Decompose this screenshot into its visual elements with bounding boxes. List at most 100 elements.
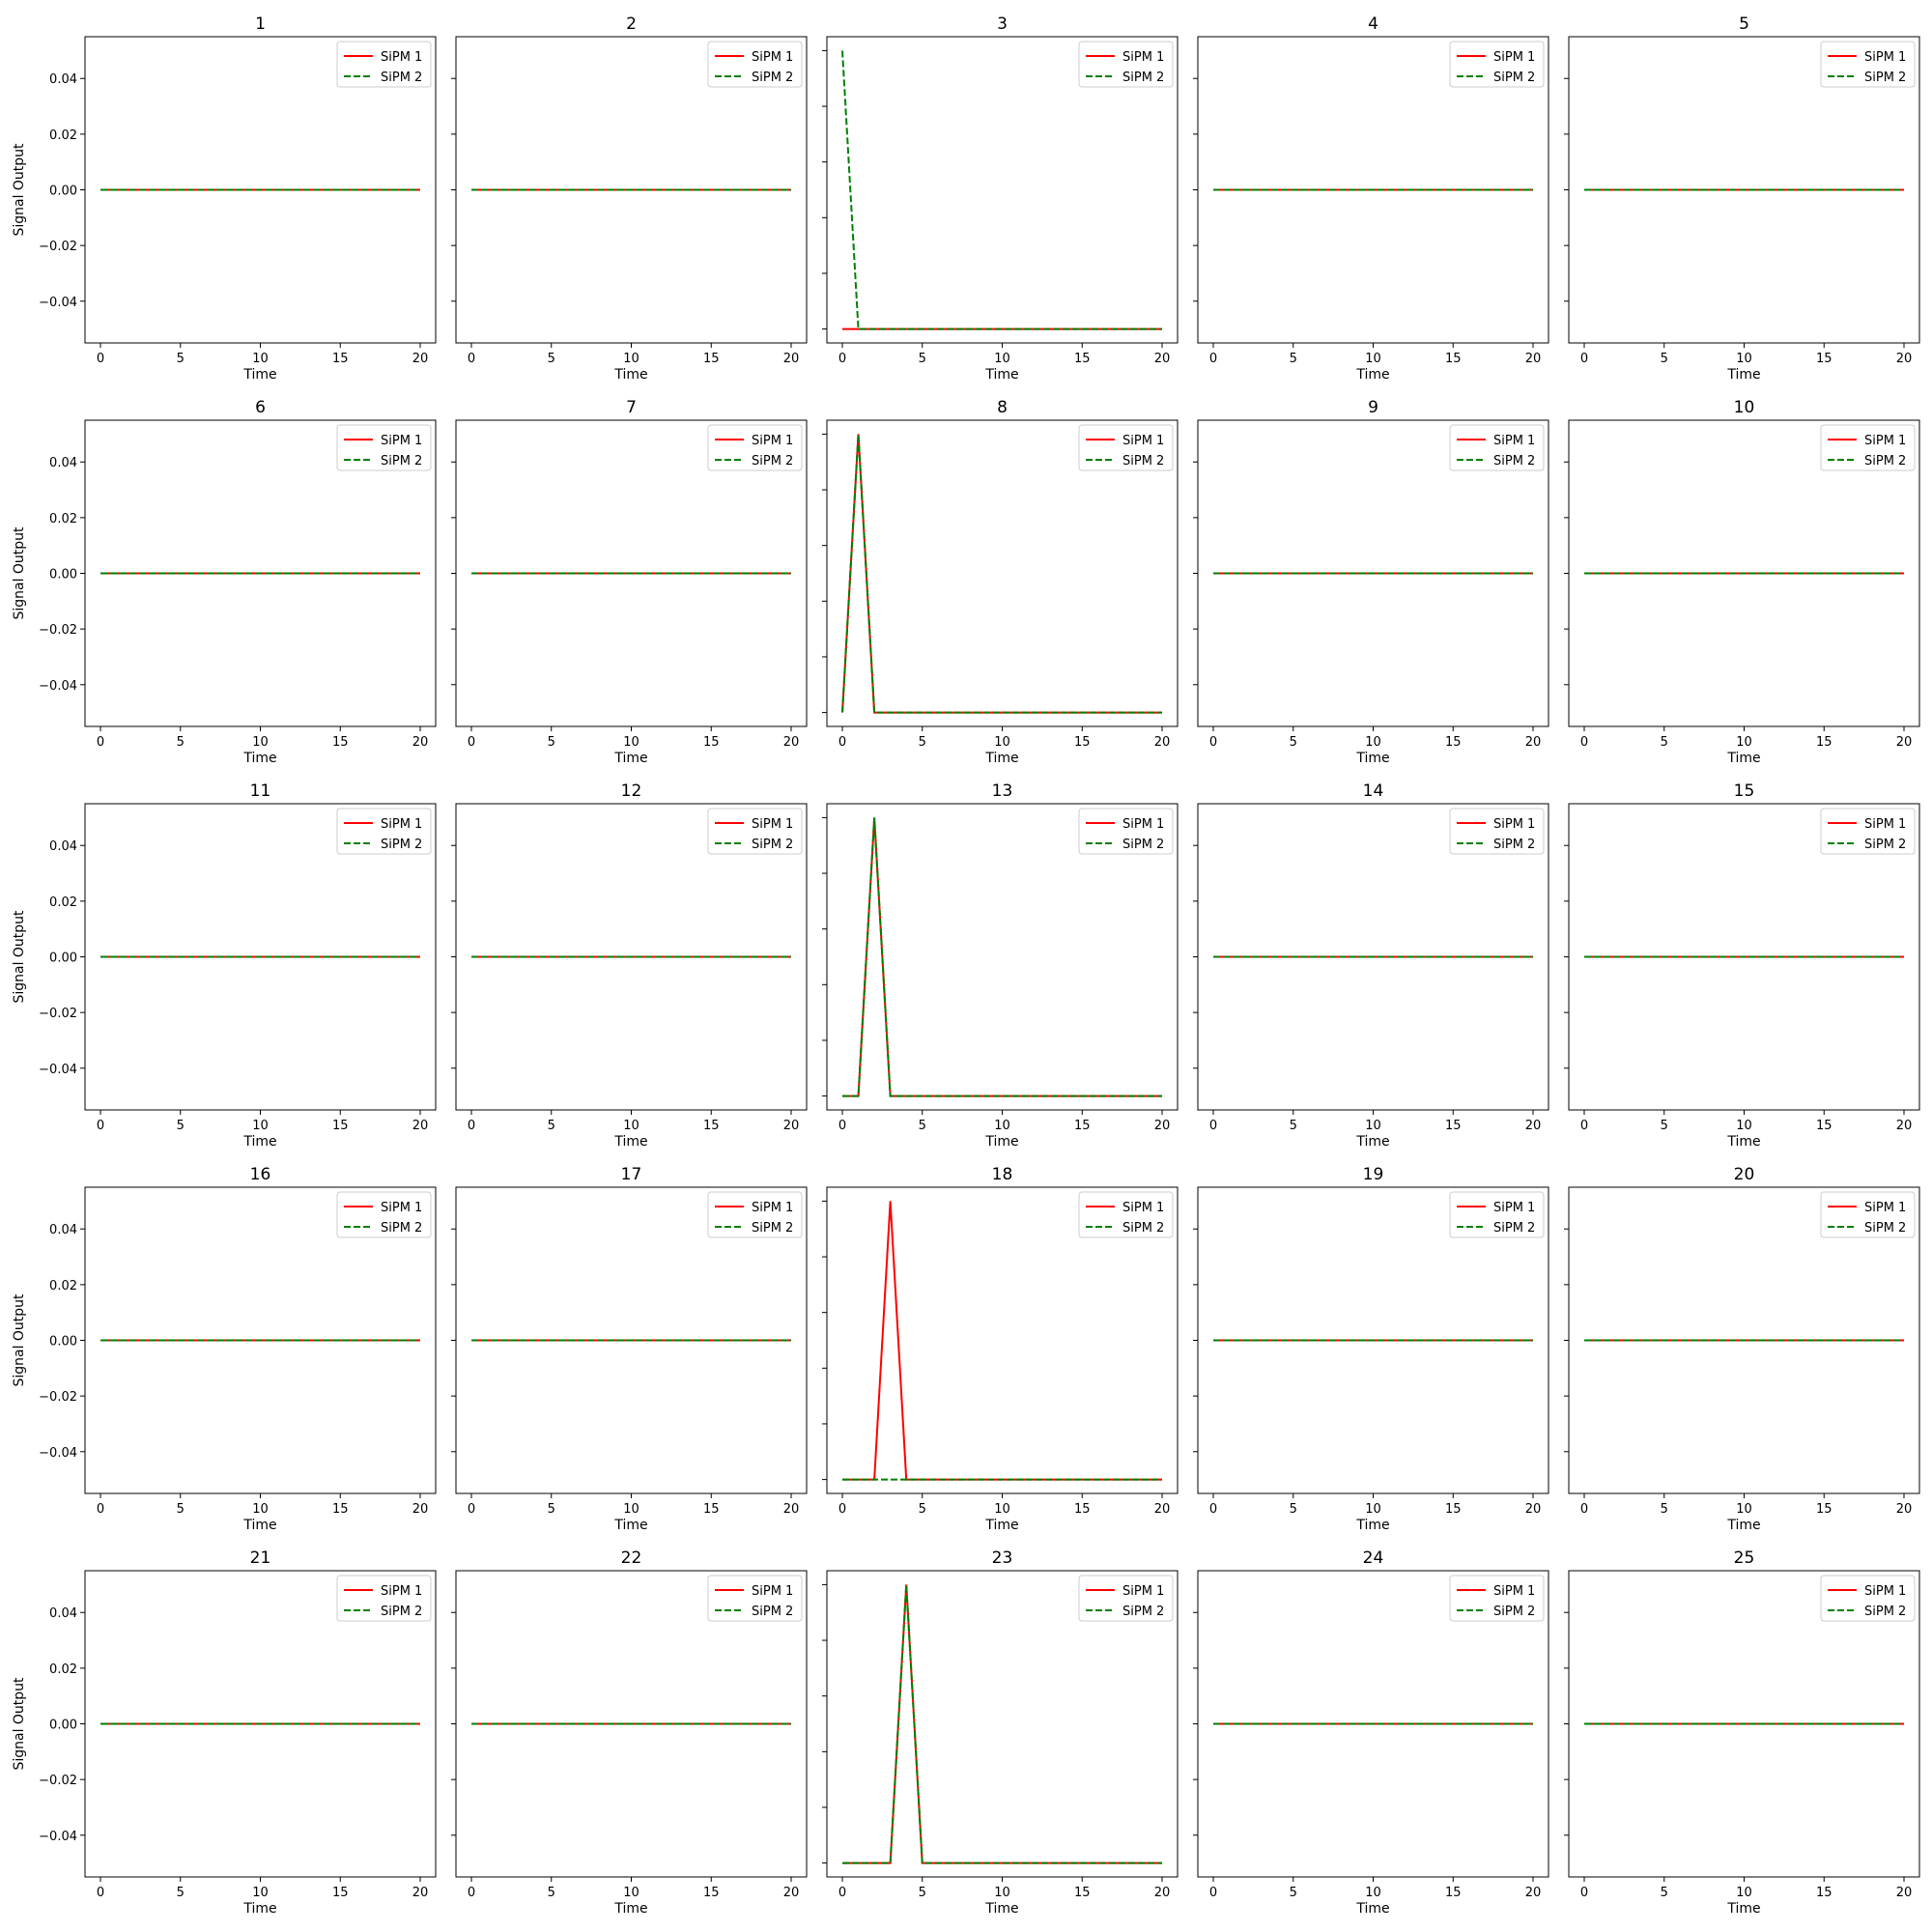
x-tick-label: 10 [252,1119,269,1133]
x-tick-label: 10 [1365,1502,1381,1517]
x-axis-label: Time [1726,1901,1760,1917]
y-tick-label: 0.02 [49,1662,77,1677]
x-tick-label: 5 [1290,735,1297,750]
x-tick-label: 20 [1525,1886,1542,1900]
x-tick-label: 0 [1209,1886,1217,1900]
subplot-title: 13 [992,781,1013,801]
legend-label-sipm1: SiPM 1 [1493,434,1535,448]
x-axis-label: Time [1726,367,1760,383]
subplot-19: 19 0 5 10 15 20 Time SiPM 1 SiPM 2 [1193,1165,1549,1533]
x-axis-label: Time [1726,1134,1760,1150]
legend-frame [1449,808,1545,855]
legend-label-sipm2: SiPM 2 [1122,71,1164,85]
axes-frame [826,1570,1179,1878]
legend-label-sipm1: SiPM 1 [752,434,793,448]
legend-frame [707,1575,803,1622]
subplot-title: 22 [621,1548,642,1568]
y-tick-label: −0.04 [39,1830,77,1844]
series-line-sipm2 [841,434,1162,714]
x-tick-label: 5 [1290,352,1297,366]
legend-frame [707,424,803,471]
legend: SiPM 1 SiPM 2 [1449,41,1545,88]
legend-label-sipm1: SiPM 1 [1122,1584,1164,1599]
subplot-title: 8 [997,398,1008,417]
x-tick-label: 0 [468,352,475,366]
x-tick-label: 15 [1074,352,1091,366]
y-tick-label: −0.02 [39,623,77,638]
y-axis-label: Signal Output [12,526,27,620]
legend-frame [1449,1191,1545,1238]
subplot-title: 19 [1363,1165,1384,1184]
subplot-4: 4 0 5 10 15 20 Time SiPM 1 SiPM 2 [1193,14,1549,383]
subplot-24: 24 0 5 10 15 20 Time SiPM 1 SiPM 2 [1193,1548,1549,1917]
legend-label-sipm2: SiPM 2 [1122,1605,1164,1619]
x-axis-label: Time [613,367,647,383]
legend: SiPM 1 SiPM 2 [336,41,432,88]
x-tick-label: 0 [1580,352,1588,366]
x-tick-label: 5 [1661,735,1668,750]
subplot-23: 23 0 5 10 15 20 Time SiPM 1 SiPM 2 [822,1548,1179,1917]
x-tick-label: 10 [994,735,1010,750]
x-tick-label: 10 [994,1119,1010,1133]
x-tick-label: 15 [1816,1502,1833,1517]
legend-label-sipm1: SiPM 1 [1864,817,1906,832]
x-tick-label: 0 [838,735,846,750]
legend-label-sipm2: SiPM 2 [381,71,422,85]
subplot-17: 17 0 5 10 15 20 Time SiPM 1 SiPM 2 [451,1165,808,1533]
subplot-title: 16 [250,1165,271,1184]
x-axis-label: Time [242,367,276,383]
legend: SiPM 1 SiPM 2 [1449,424,1545,471]
x-tick-label: 0 [468,735,475,750]
x-tick-label: 5 [919,352,926,366]
x-tick-label: 10 [252,1886,269,1900]
y-tick-label: 0.02 [49,512,77,526]
legend-label-sipm2: SiPM 2 [1493,838,1535,852]
x-axis-label: Time [613,1518,647,1533]
x-tick-label: 15 [1074,1886,1091,1900]
y-tick-label: −0.02 [39,240,77,254]
x-tick-label: 5 [548,735,555,750]
legend: SiPM 1 SiPM 2 [1820,41,1916,88]
legend: SiPM 1 SiPM 2 [336,1191,432,1238]
x-tick-label: 10 [623,1886,639,1900]
legend: SiPM 1 SiPM 2 [1820,1191,1916,1238]
legend-frame [336,808,432,855]
x-tick-label: 20 [1154,1886,1171,1900]
y-tick-label: 0.00 [49,952,77,966]
x-tick-label: 20 [1154,1502,1171,1517]
x-tick-label: 0 [838,1119,846,1133]
legend-label-sipm1: SiPM 1 [1122,434,1164,448]
x-tick-label: 20 [1525,735,1542,750]
x-tick-label: 0 [468,1119,475,1133]
x-tick-label: 10 [1736,1502,1752,1517]
x-tick-label: 20 [1525,1119,1542,1133]
y-tick-label: −0.02 [39,1774,77,1788]
x-axis-label: Time [1355,751,1389,766]
x-tick-label: 0 [838,1502,846,1517]
legend-frame [1820,1575,1916,1622]
y-tick-label: 0.00 [49,185,77,199]
x-tick-label: 15 [703,352,720,366]
x-tick-label: 20 [1896,735,1913,750]
x-tick-label: 15 [332,1502,349,1517]
x-tick-label: 0 [1209,735,1217,750]
y-axis-label: Signal Output [12,143,27,237]
legend-frame [1078,1191,1174,1238]
x-tick-label: 0 [838,352,846,366]
y-tick-label: 0.00 [49,568,77,582]
x-tick-label: 15 [332,1119,349,1133]
x-tick-label: 20 [412,735,429,750]
legend-label-sipm2: SiPM 2 [1493,71,1535,85]
x-tick-label: 10 [623,1502,639,1517]
legend-label-sipm2: SiPM 2 [752,838,793,852]
series-line-sipm2 [842,1584,1162,1864]
x-tick-label: 5 [177,352,185,366]
x-tick-label: 10 [994,1502,1010,1517]
x-tick-label: 15 [1074,735,1091,750]
subplot-title: 3 [997,14,1008,34]
legend: SiPM 1 SiPM 2 [336,808,432,855]
axes-frame [826,1186,1179,1494]
legend-frame [707,1191,803,1238]
legend: SiPM 1 SiPM 2 [336,424,432,471]
